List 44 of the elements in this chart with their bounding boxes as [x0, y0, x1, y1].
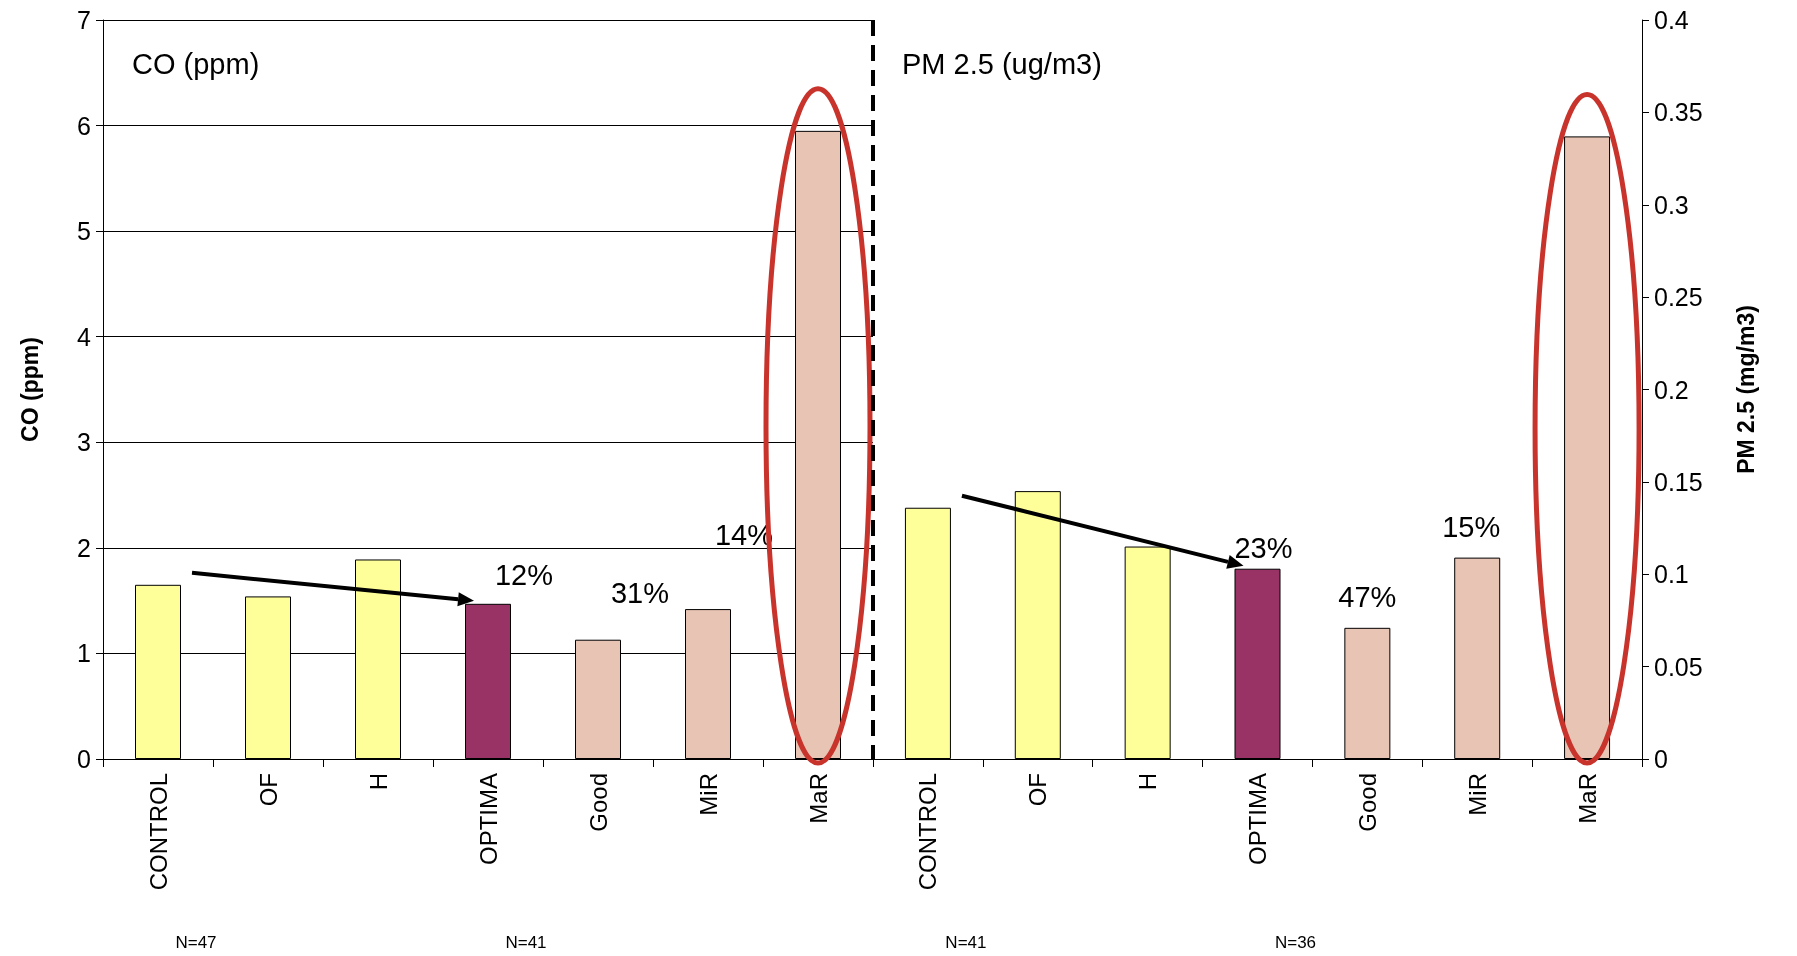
text: PM 2.5 (ug/m3)	[902, 47, 1102, 80]
y2-axis-title: PM 2.5 (mg/m3)	[1732, 305, 1759, 474]
y-tick-label: 4	[77, 322, 92, 351]
y2-tick-label: 0.35	[1654, 98, 1703, 127]
y-tick-label: 3	[77, 428, 91, 457]
x-tick-label: CONTROL	[914, 773, 942, 891]
x-tick-label: OPTIMA	[1244, 773, 1271, 866]
annotation: 31%	[610, 577, 670, 610]
text: N=41	[945, 933, 987, 952]
x-tick-label: OF	[254, 773, 282, 807]
x-tick-label: Good	[1353, 773, 1381, 832]
y-tick-label: 2	[77, 533, 91, 562]
annotation: 15%	[1442, 511, 1501, 544]
y2-tick-label: 0.4	[1654, 6, 1689, 34]
y2-tick-label: 0.15	[1654, 467, 1703, 496]
y2-tick-label: 0.3	[1654, 190, 1689, 219]
y2-tick-label: 0	[1654, 745, 1668, 773]
x-tick-label: MiR	[1463, 773, 1491, 816]
y2-tick-label: 0.1	[1654, 560, 1689, 589]
y2-tick-label: 0.2	[1654, 375, 1689, 404]
y2-tick-label: 0.25	[1654, 283, 1703, 312]
x-tick-label: MaR	[1573, 773, 1601, 824]
x-tick-label: OF	[1024, 773, 1052, 807]
text: N=36	[1274, 933, 1317, 952]
annotation: 12%	[494, 559, 554, 592]
x-tick-label: Good	[584, 773, 612, 832]
y-tick-label: 0	[77, 745, 91, 773]
x-tick-label: H	[1134, 773, 1162, 791]
x-tick-label: CONTROL	[144, 773, 172, 891]
y-tick-label: 5	[77, 217, 91, 246]
x-tick-label: OPTIMA	[474, 773, 502, 866]
x-tick-label: H	[364, 773, 392, 791]
y-axis-title: CO (ppm)	[16, 337, 43, 442]
annotation: 23%	[1234, 532, 1293, 565]
text: N=41	[505, 933, 547, 952]
y-tick-label: 1	[77, 639, 91, 668]
text: N=47	[175, 933, 217, 952]
text: CO (ppm)	[132, 47, 260, 80]
annotation: 47%	[1338, 581, 1397, 614]
x-tick-label: MaR	[804, 773, 832, 824]
y-tick-label: 7	[77, 6, 91, 34]
y2-tick-label: 0.05	[1654, 652, 1703, 681]
y-tick-label: 6	[77, 111, 91, 140]
x-tick-label: MiR	[694, 773, 722, 816]
